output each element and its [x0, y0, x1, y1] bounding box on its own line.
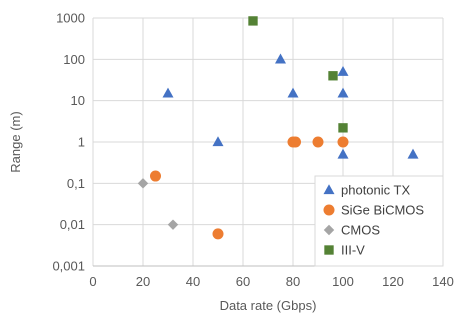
x-tick-label: 20	[136, 274, 150, 289]
x-tick-label: 100	[332, 274, 354, 289]
y-tick-label: 0,001	[52, 259, 85, 274]
legend-item: photonic TX	[323, 183, 410, 198]
legend-item: III-V	[324, 243, 365, 258]
data-point	[212, 228, 224, 240]
data-point	[162, 87, 174, 98]
legend-label: CMOS	[341, 223, 380, 238]
data-point	[275, 53, 286, 64]
data-point	[212, 136, 224, 147]
legend-marker	[323, 184, 335, 195]
data-point	[137, 178, 149, 189]
legend-marker	[323, 204, 335, 216]
data-point	[328, 71, 338, 81]
data-point	[290, 136, 301, 148]
data-point	[338, 123, 348, 133]
x-tick-label: 140	[432, 274, 454, 289]
legend-label: photonic TX	[341, 183, 410, 198]
series-cmos	[137, 178, 179, 230]
x-tick-label: 0	[89, 274, 96, 289]
x-tick-label: 120	[382, 274, 404, 289]
data-point	[337, 66, 349, 76]
data-point	[337, 136, 349, 148]
data-point	[287, 87, 299, 98]
y-tick-label: 1000	[56, 11, 85, 26]
y-tick-label: 100	[63, 52, 85, 67]
x-axis-title: Data rate (Gbps)	[220, 298, 317, 313]
y-tick-label: 0,01	[60, 217, 85, 232]
legend-marker	[324, 245, 334, 255]
x-tick-label: 60	[236, 274, 250, 289]
series-photonic-tx	[162, 53, 419, 159]
data-point	[407, 148, 419, 159]
legend-box	[314, 175, 444, 267]
data-point	[337, 148, 349, 159]
data-point	[337, 87, 349, 98]
legend: photonic TX SiGe BiCMOS CMOS III-V	[314, 175, 444, 267]
axis-labels: 0,001 0,01 0,1 1 10 100 1000 0 20 40 60 80 100 120 140…	[8, 11, 454, 314]
y-axis-title: Range (m)	[8, 111, 23, 172]
data-point	[248, 16, 258, 26]
series-iii-v	[248, 16, 348, 133]
series-sige-bicmos	[150, 136, 349, 240]
data-point	[312, 136, 324, 148]
data-point	[167, 219, 179, 230]
y-tick-label: 0,1	[67, 176, 85, 191]
legend-label: III-V	[341, 243, 365, 258]
y-tick-label: 1	[78, 135, 85, 150]
x-tick-label: 80	[286, 274, 300, 289]
legend-marker	[323, 224, 335, 236]
legend-item: CMOS	[323, 223, 380, 238]
y-tick-label: 10	[71, 93, 85, 108]
legend-item: SiGe BiCMOS	[323, 203, 424, 218]
data-point	[150, 170, 161, 182]
data-points	[137, 16, 419, 240]
x-tick-label: 40	[186, 274, 200, 289]
legend-label: SiGe BiCMOS	[341, 203, 424, 218]
